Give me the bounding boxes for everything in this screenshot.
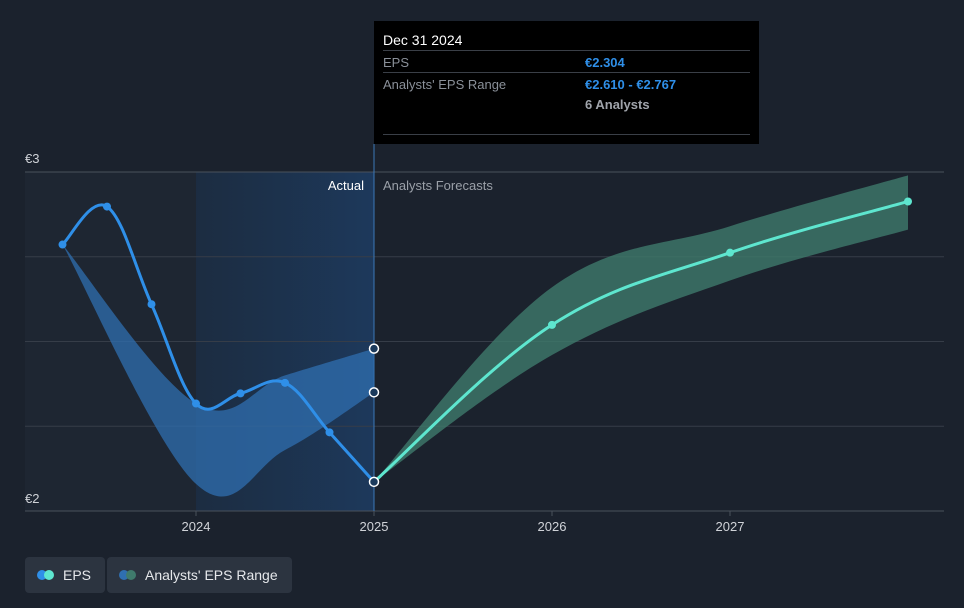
range-legend-icon [119,570,137,580]
actual-section-label: Actual [328,178,364,193]
eps-point-actual [368,476,380,488]
tooltip-analysts-count: 6 Analysts [585,97,650,112]
eps-line-forecast [372,199,910,484]
eps-point-actual [147,300,156,309]
x-tick-label: 2027 [716,519,745,534]
eps-point-actual [325,428,334,437]
eps-point-actual [236,389,245,398]
eps-line-actual [61,203,376,484]
x-tick-label: 2025 [360,519,389,534]
tooltip-divider [383,50,750,51]
y-tick-label: €3 [25,151,39,166]
range-end-marker [368,343,380,354]
eps-point-forecast [904,197,912,206]
tooltip-divider [383,72,750,73]
tooltip-eps-label: EPS [383,55,410,70]
eps-point-actual [281,378,289,387]
tooltip: Dec 31 2024 EPS €2.304 Analysts' EPS Ran… [374,21,759,144]
forecast-section-label: Analysts Forecasts [383,178,493,193]
x-tick-label: 2024 [182,519,211,534]
eps-point-actual [192,399,200,408]
tooltip-divider [383,134,750,135]
eps-point-forecast [726,248,734,257]
legend-eps-label: EPS [63,567,92,583]
eps-legend-icon [37,570,55,580]
legend-range-button[interactable]: Analysts' EPS Range [107,557,292,593]
x-tick-label: 2026 [538,519,567,534]
eps-range-band-forecast [374,175,908,482]
eps-range-band-actual [62,244,374,497]
tooltip-range-label: Analysts' EPS Range [383,77,507,92]
range-end-marker [368,387,380,398]
tooltip-eps-value: €2.304 [585,55,625,70]
eps-point-actual [103,202,111,211]
tooltip-range-value: €2.610 - €2.767 [585,77,677,92]
legend-range-label: Analysts' EPS Range [145,567,278,583]
y-tick-label: €2 [25,491,39,506]
eps-point-forecast [548,320,556,329]
tooltip-date: Dec 31 2024 [383,32,463,48]
legend-eps-button[interactable]: EPS [25,557,106,593]
eps-point-actual [58,240,67,249]
